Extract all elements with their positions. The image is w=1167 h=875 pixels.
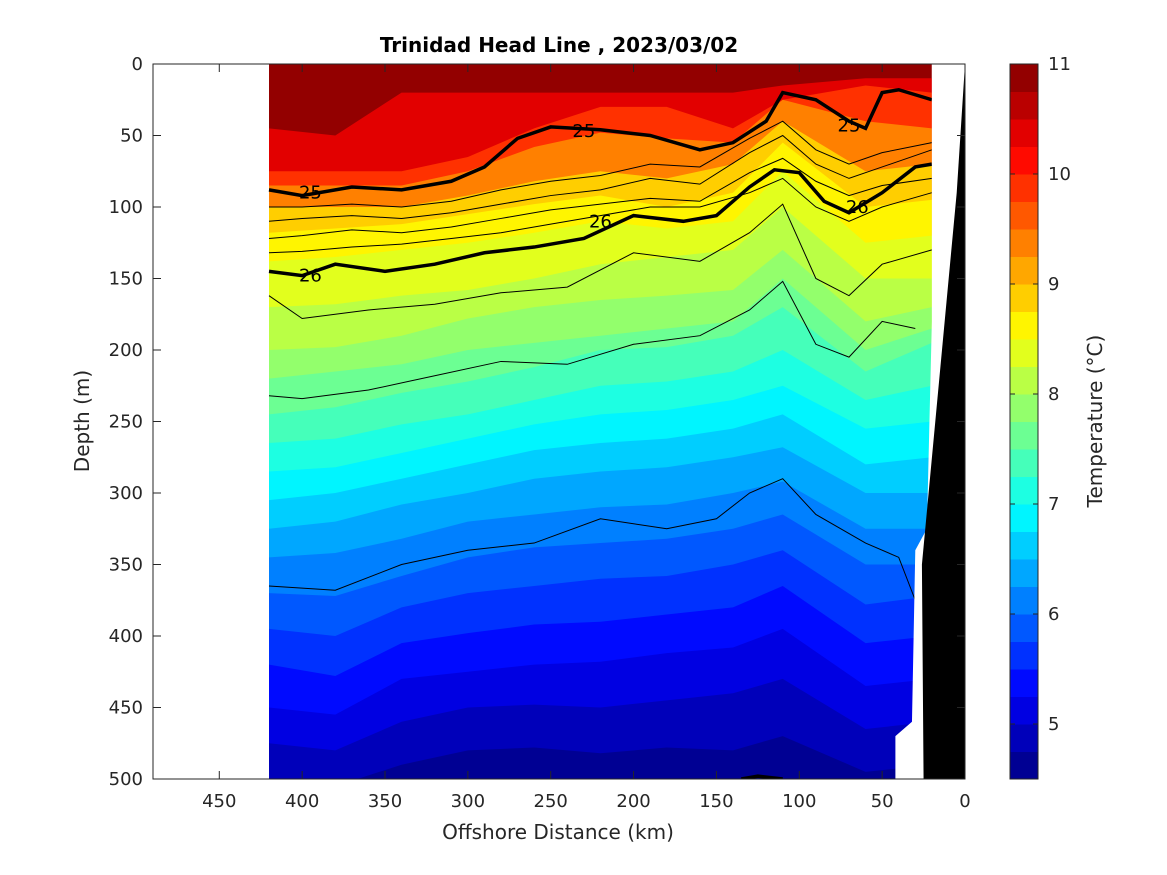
colorbar-swatch <box>1010 284 1038 312</box>
contour-label: 26 <box>589 211 612 232</box>
colorbar-tick-label: 10 <box>1048 164 1071 185</box>
colorbar-swatch <box>1010 91 1038 120</box>
contour-label: 26 <box>299 266 322 287</box>
colorbar-swatch <box>1010 696 1038 725</box>
x-tick-label: 150 <box>699 791 733 812</box>
x-tick-label: 50 <box>871 791 894 812</box>
colorbar-swatch <box>1010 724 1038 752</box>
colorbar-frame <box>1009 63 1039 780</box>
y-tick-label: 300 <box>109 483 143 504</box>
colorbar-swatch <box>1010 229 1038 257</box>
density-contour-thin <box>268 177 932 254</box>
colorbar-swatch <box>1010 339 1038 367</box>
contour-label: 26 <box>846 197 869 218</box>
colorbar-swatch <box>1010 586 1038 615</box>
colorbar-swatch <box>1010 174 1038 202</box>
y-tick-label: 450 <box>109 698 143 719</box>
contour-label: 25 <box>299 183 322 204</box>
temperature-fill <box>269 64 932 779</box>
colorbar-swatch <box>1010 449 1038 477</box>
colorbar-swatch <box>1010 641 1038 670</box>
colorbar: 5 6 7 8 9 10 11 <box>1009 54 1071 780</box>
coastline-land <box>895 64 965 779</box>
contour-label: 25 <box>838 115 861 136</box>
y-axis-label: Depth (m) <box>70 370 94 472</box>
colorbar-tick-label: 8 <box>1048 384 1059 405</box>
density-contour-thin <box>269 120 932 208</box>
x-tick-label: 250 <box>534 791 568 812</box>
colorbar-swatch <box>1010 394 1038 422</box>
contour-labels: 25 25 25 26 26 26 <box>299 115 869 286</box>
y-tick-label: 350 <box>109 555 143 576</box>
y-tick-label: 250 <box>109 412 143 433</box>
colorbar-label: Temperature (°C) <box>1083 335 1107 509</box>
colorbar-swatch <box>1010 146 1038 175</box>
colorbar-swatch <box>1010 256 1038 285</box>
x-tick-label: 0 <box>959 791 970 812</box>
colorbar-swatch <box>1010 64 1038 92</box>
y-tick-label: 50 <box>120 126 143 147</box>
y-tick-label: 500 <box>109 769 143 790</box>
colorbar-swatch <box>1010 311 1038 340</box>
colorbar-swatch <box>1010 669 1038 697</box>
colorbar-swatch <box>1010 366 1038 395</box>
density-contour-thin <box>268 478 916 601</box>
colorbar-swatch <box>1010 476 1038 505</box>
density-contour-thin <box>268 134 933 222</box>
density-contour-25 <box>268 87 933 198</box>
contour-lines <box>268 87 933 779</box>
x-tick-label: 350 <box>368 791 402 812</box>
x-tick-label: 400 <box>285 791 319 812</box>
bottom-contour <box>740 774 783 779</box>
y-tick-label: 100 <box>109 197 143 218</box>
colorbar-swatch <box>1010 531 1038 560</box>
x-tick-label: 200 <box>616 791 650 812</box>
y-tick-label: 150 <box>109 269 143 290</box>
density-contour-thin <box>268 280 916 400</box>
colorbar-tick-label: 11 <box>1048 54 1071 75</box>
density-contour-26 <box>268 162 933 278</box>
chart-title: Trinidad Head Line , 2023/03/02 <box>380 33 738 57</box>
land-mass <box>921 64 965 779</box>
density-contour-thin <box>268 203 932 320</box>
x-tick-label: 300 <box>451 791 485 812</box>
x-axis-label: Offshore Distance (km) <box>442 820 674 844</box>
colorbar-swatch <box>1010 421 1038 450</box>
colorbar-swatch <box>1010 201 1038 230</box>
density-contour-thin <box>268 157 932 239</box>
colorbar-swatch <box>1010 751 1038 780</box>
colorbar-swatch <box>1010 504 1038 532</box>
y-axis: 0 50 100 150 200 250 300 350 400 450 500 <box>109 54 965 790</box>
temperature-band <box>269 736 932 779</box>
y-tick-label: 400 <box>109 626 143 647</box>
colorbar-tick-label: 6 <box>1048 604 1059 625</box>
colorbar-tick-label: 5 <box>1048 714 1059 735</box>
contour-label: 25 <box>572 121 595 142</box>
y-tick-label: 200 <box>109 340 143 361</box>
colorbar-tick-label: 7 <box>1048 494 1059 515</box>
colorbar-swatch <box>1010 614 1038 642</box>
x-tick-label: 450 <box>202 791 236 812</box>
colorbar-tick-label: 9 <box>1048 274 1059 295</box>
y-tick-label: 0 <box>132 54 143 75</box>
colorbar-swatch <box>1010 559 1038 587</box>
x-tick-label: 100 <box>782 791 816 812</box>
x-axis: 450 400 350 300 250 200 150 100 50 0 <box>202 64 971 812</box>
colorbar-swatch <box>1010 119 1038 147</box>
